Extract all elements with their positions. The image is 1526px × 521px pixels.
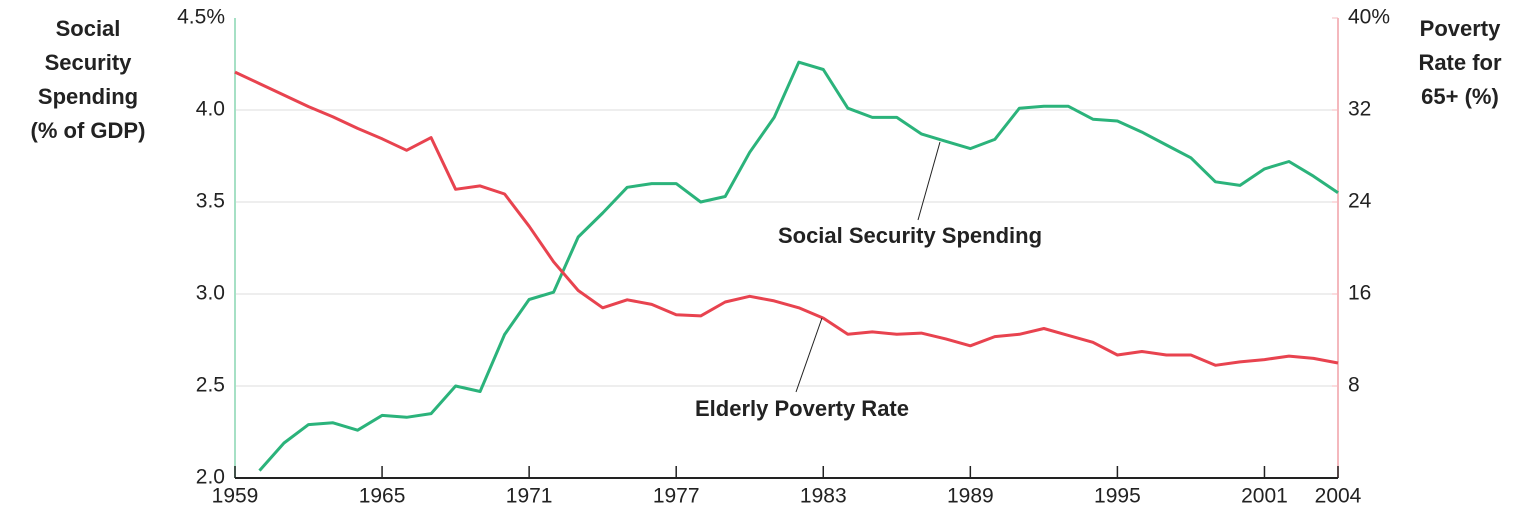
y2-tick-label: 24 <box>1348 190 1372 213</box>
x-tick-label: 1989 <box>947 485 994 508</box>
x-tick-label: 2004 <box>1315 485 1362 508</box>
y-tick-label: 3.0 <box>196 282 225 305</box>
axis-title-line: Spending <box>38 84 138 109</box>
y2-tick-label: 16 <box>1348 282 1371 305</box>
axis-title-line: Social <box>56 16 121 41</box>
y2-tick-label: 40% <box>1348 6 1390 29</box>
axis-title: Poverty Rate for 65+ (%) <box>1418 16 1502 109</box>
x-tick-label: 1977 <box>653 485 700 508</box>
y-tick-label: 3.5 <box>196 190 225 213</box>
x-tick-label: 1983 <box>800 485 847 508</box>
leader-line <box>917 141 941 221</box>
leader-line <box>795 317 823 393</box>
y2-tick-label: 32 <box>1348 98 1371 121</box>
axis-title: Social Security Spending (% of GDP) <box>31 16 146 143</box>
x-tick-label: 1965 <box>359 485 406 508</box>
x-tick-label: 1959 <box>212 485 259 508</box>
series-label: Elderly Poverty Rate <box>695 396 909 421</box>
y-tick-label: 2.5 <box>196 374 225 397</box>
x-tick-label: 1971 <box>506 485 553 508</box>
series-line <box>258 60 1339 472</box>
axis-title-line: Rate for <box>1418 50 1502 75</box>
y-tick-label: 4.5% <box>177 6 225 29</box>
series-line <box>234 70 1339 367</box>
y2-tick-label: 8 <box>1348 374 1360 397</box>
x-tick-label: 2001 <box>1241 485 1288 508</box>
axis-title-line: Poverty <box>1420 16 1501 41</box>
axis-title-line: 65+ (%) <box>1421 84 1499 109</box>
axis-title-line: (% of GDP) <box>31 118 146 143</box>
y-tick-label: 2.0 <box>196 466 225 489</box>
x-tick-label: 1995 <box>1094 485 1141 508</box>
y-tick-label: 4.0 <box>196 98 225 121</box>
series-label: Social Security Spending <box>778 223 1042 248</box>
axis-title-line: Security <box>45 50 133 75</box>
